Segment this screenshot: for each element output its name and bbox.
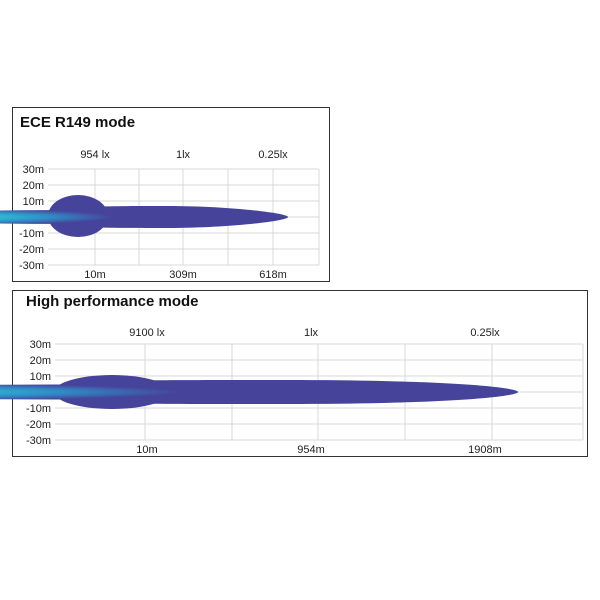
lux-label: 1lx: [304, 327, 319, 339]
x-tick-label: 10m: [136, 444, 157, 456]
y-tick-label: 10m: [23, 196, 44, 208]
y-tick-label: -20m: [19, 244, 44, 256]
lux-label: 954 lx: [80, 149, 110, 161]
lux-label: 9100 lx: [129, 327, 165, 339]
y-tick-label: -20m: [26, 419, 51, 431]
panel-ece: [12, 107, 330, 282]
y-tick-label: -10m: [26, 403, 51, 415]
x-tick-label: 309m: [169, 269, 197, 281]
lux-label: 0.25lx: [258, 149, 288, 161]
lux-label: 0.25lx: [470, 327, 500, 339]
y-tick-label: 20m: [23, 180, 44, 192]
y-tick-label: 10m: [30, 371, 51, 383]
x-tick-label: 1908m: [468, 444, 502, 456]
y-tick-label: -30m: [19, 260, 44, 272]
panel-title-high-performance: High performance mode: [26, 293, 199, 310]
panel-title-ece: ECE R149 mode: [20, 114, 136, 131]
y-tick-label: 20m: [30, 355, 51, 367]
y-tick-label: 30m: [23, 164, 44, 176]
x-tick-label: 618m: [259, 269, 287, 281]
x-tick-label: 954m: [297, 444, 325, 456]
y-tick-label: 30m: [30, 339, 51, 351]
y-tick-label: -30m: [26, 435, 51, 447]
y-tick-label: -10m: [19, 228, 44, 240]
beam-intensity-core: [0, 384, 342, 400]
beam-intensity-core: [0, 210, 197, 224]
x-tick-label: 10m: [84, 269, 105, 281]
lux-label: 1lx: [176, 149, 191, 161]
